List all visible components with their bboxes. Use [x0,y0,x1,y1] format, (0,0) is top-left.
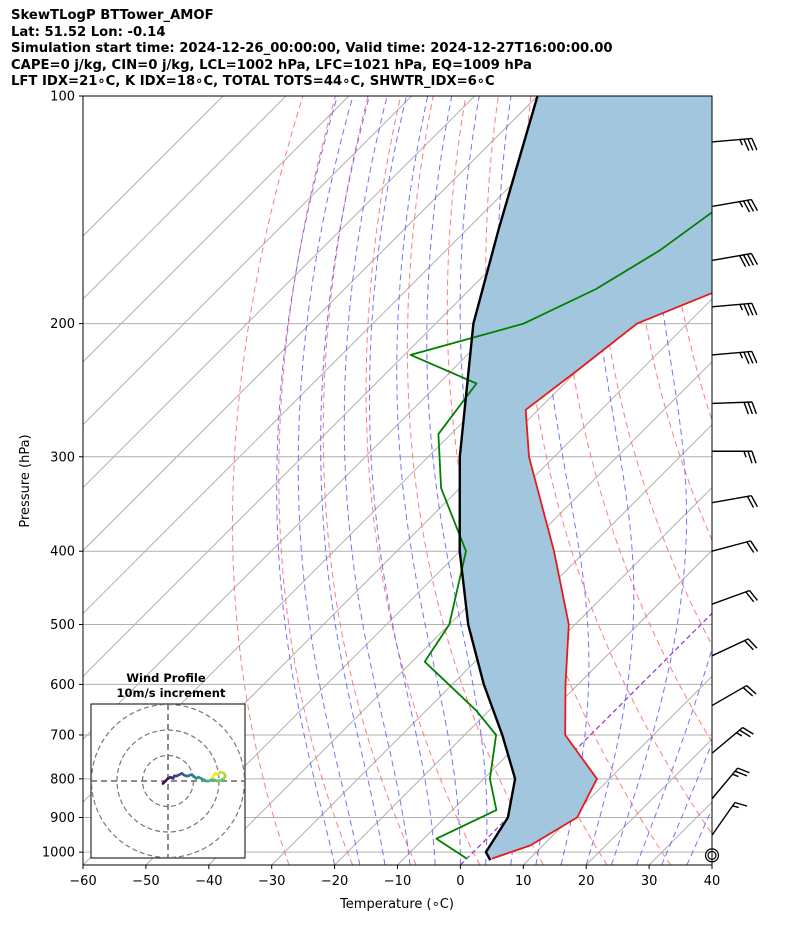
wind-barb [711,638,758,657]
chart-header: SkewTLogP BTTower_AMOF Lat: 51.52 Lon: -… [11,8,613,91]
wind-barb [711,401,758,415]
parcel-line [458,96,539,861]
parcel-shading [459,96,712,861]
wind-barb [711,302,758,316]
x-tick-label: −20 [321,874,348,889]
moist-adiabat [585,96,635,865]
wind-barb [712,450,757,464]
wind-barb [711,726,754,754]
isotherm-gridline [334,486,712,865]
y-tick-label: 400 [50,545,75,560]
wind-barb [711,684,757,707]
header-line-cape: CAPE=0 j/kg, CIN=0 j/kg, LCL=1002 hPa, L… [11,57,532,73]
plot-area [83,96,794,865]
dry-adiabat [522,96,712,835]
y-tick-label: 200 [50,317,75,332]
isotherm-gridline [208,361,712,865]
x-tick-label: −30 [258,874,285,889]
y-tick-label: 800 [50,772,75,787]
header-line-times: Simulation start time: 2024-12-26_00:00:… [11,41,613,57]
wind-barb [711,540,759,553]
header-line-title: SkewTLogP BTTower_AMOF [11,8,214,23]
dewpoint-line [409,211,712,860]
hodograph-title: Wind Profile [126,671,206,685]
y-tick-label: 300 [50,450,75,465]
isotherm-gridline [83,96,287,300]
hodograph-inset: Wind Profile 10m/s increment [90,671,246,859]
moist-adiabat [276,96,338,865]
wind-barb [711,137,758,151]
isotherm-gridline [83,96,475,489]
wind-barb [711,801,748,836]
moist-adiabat [369,96,436,865]
x-tick-label: 0 [456,874,464,889]
x-tick-label: −60 [69,874,96,889]
moist-adiabat [610,96,687,865]
header-line-indices: LFT IDX=21∘C, K IDX=18∘C, TOTAL TOTS=44∘… [11,74,495,90]
hodograph-segment [211,772,217,779]
dry-adiabat [593,96,712,647]
isotherm-gridline [83,96,538,552]
dry-adiabat [558,96,712,743]
wind-barb [711,767,750,800]
wind-barb [711,350,758,365]
x-tick-label: 20 [578,874,595,889]
x-tick-label: −40 [195,874,222,889]
isotherm-gridline [83,96,601,615]
y-tick-label: 900 [50,811,75,826]
axes: −60 −50 −40 −30 −20 −10 0 10 20 30 40 100 200 300 400 5… [42,90,720,890]
dry-adiabat [726,96,794,865]
moist-adiabat [396,96,461,865]
header-line-location: Lat: 51.52 Lon: -0.14 [11,24,166,40]
wind-barb [711,198,759,213]
x-tick-label: −10 [384,874,411,889]
y-tick-label: 1000 [42,846,75,861]
y-tick-label: 700 [50,728,75,743]
isotherm-gridline [83,96,350,363]
dry-adiabat [759,96,794,865]
y-tick-label: 100 [50,90,75,105]
wind-barbs [704,137,759,863]
dry-adiabat [627,96,712,542]
hodograph-subtitle: 10m/s increment [117,686,226,700]
moist-adiabat [320,96,386,865]
y-axis-label: Pressure (hPa) [18,434,33,527]
dry-adiabat [660,96,712,422]
moist-adiabat [426,96,488,865]
x-axis-label: Temperature (∘C) [339,897,454,912]
isotherm-gridline [271,423,712,865]
x-tick-label: 40 [704,874,721,889]
x-tick-label: −50 [132,874,159,889]
dry-adiabat [278,96,354,865]
wind-barb [711,495,759,508]
dry-adiabat [322,96,417,865]
moist-adiabat [297,96,361,865]
dry-adiabat [231,96,304,865]
dry-adiabat [365,96,481,865]
x-tick-label: 10 [515,874,532,889]
y-tick-label: 500 [50,618,75,633]
temperature-line [491,292,712,860]
wind-barb [704,848,720,863]
wind-barb [711,589,758,605]
x-tick-label: 30 [641,874,658,889]
y-tick-label: 600 [50,678,75,693]
moist-adiabat [343,96,411,865]
isotherm-gridline [83,96,413,426]
wind-barb [711,252,759,268]
isotherm-gridline [83,96,224,237]
